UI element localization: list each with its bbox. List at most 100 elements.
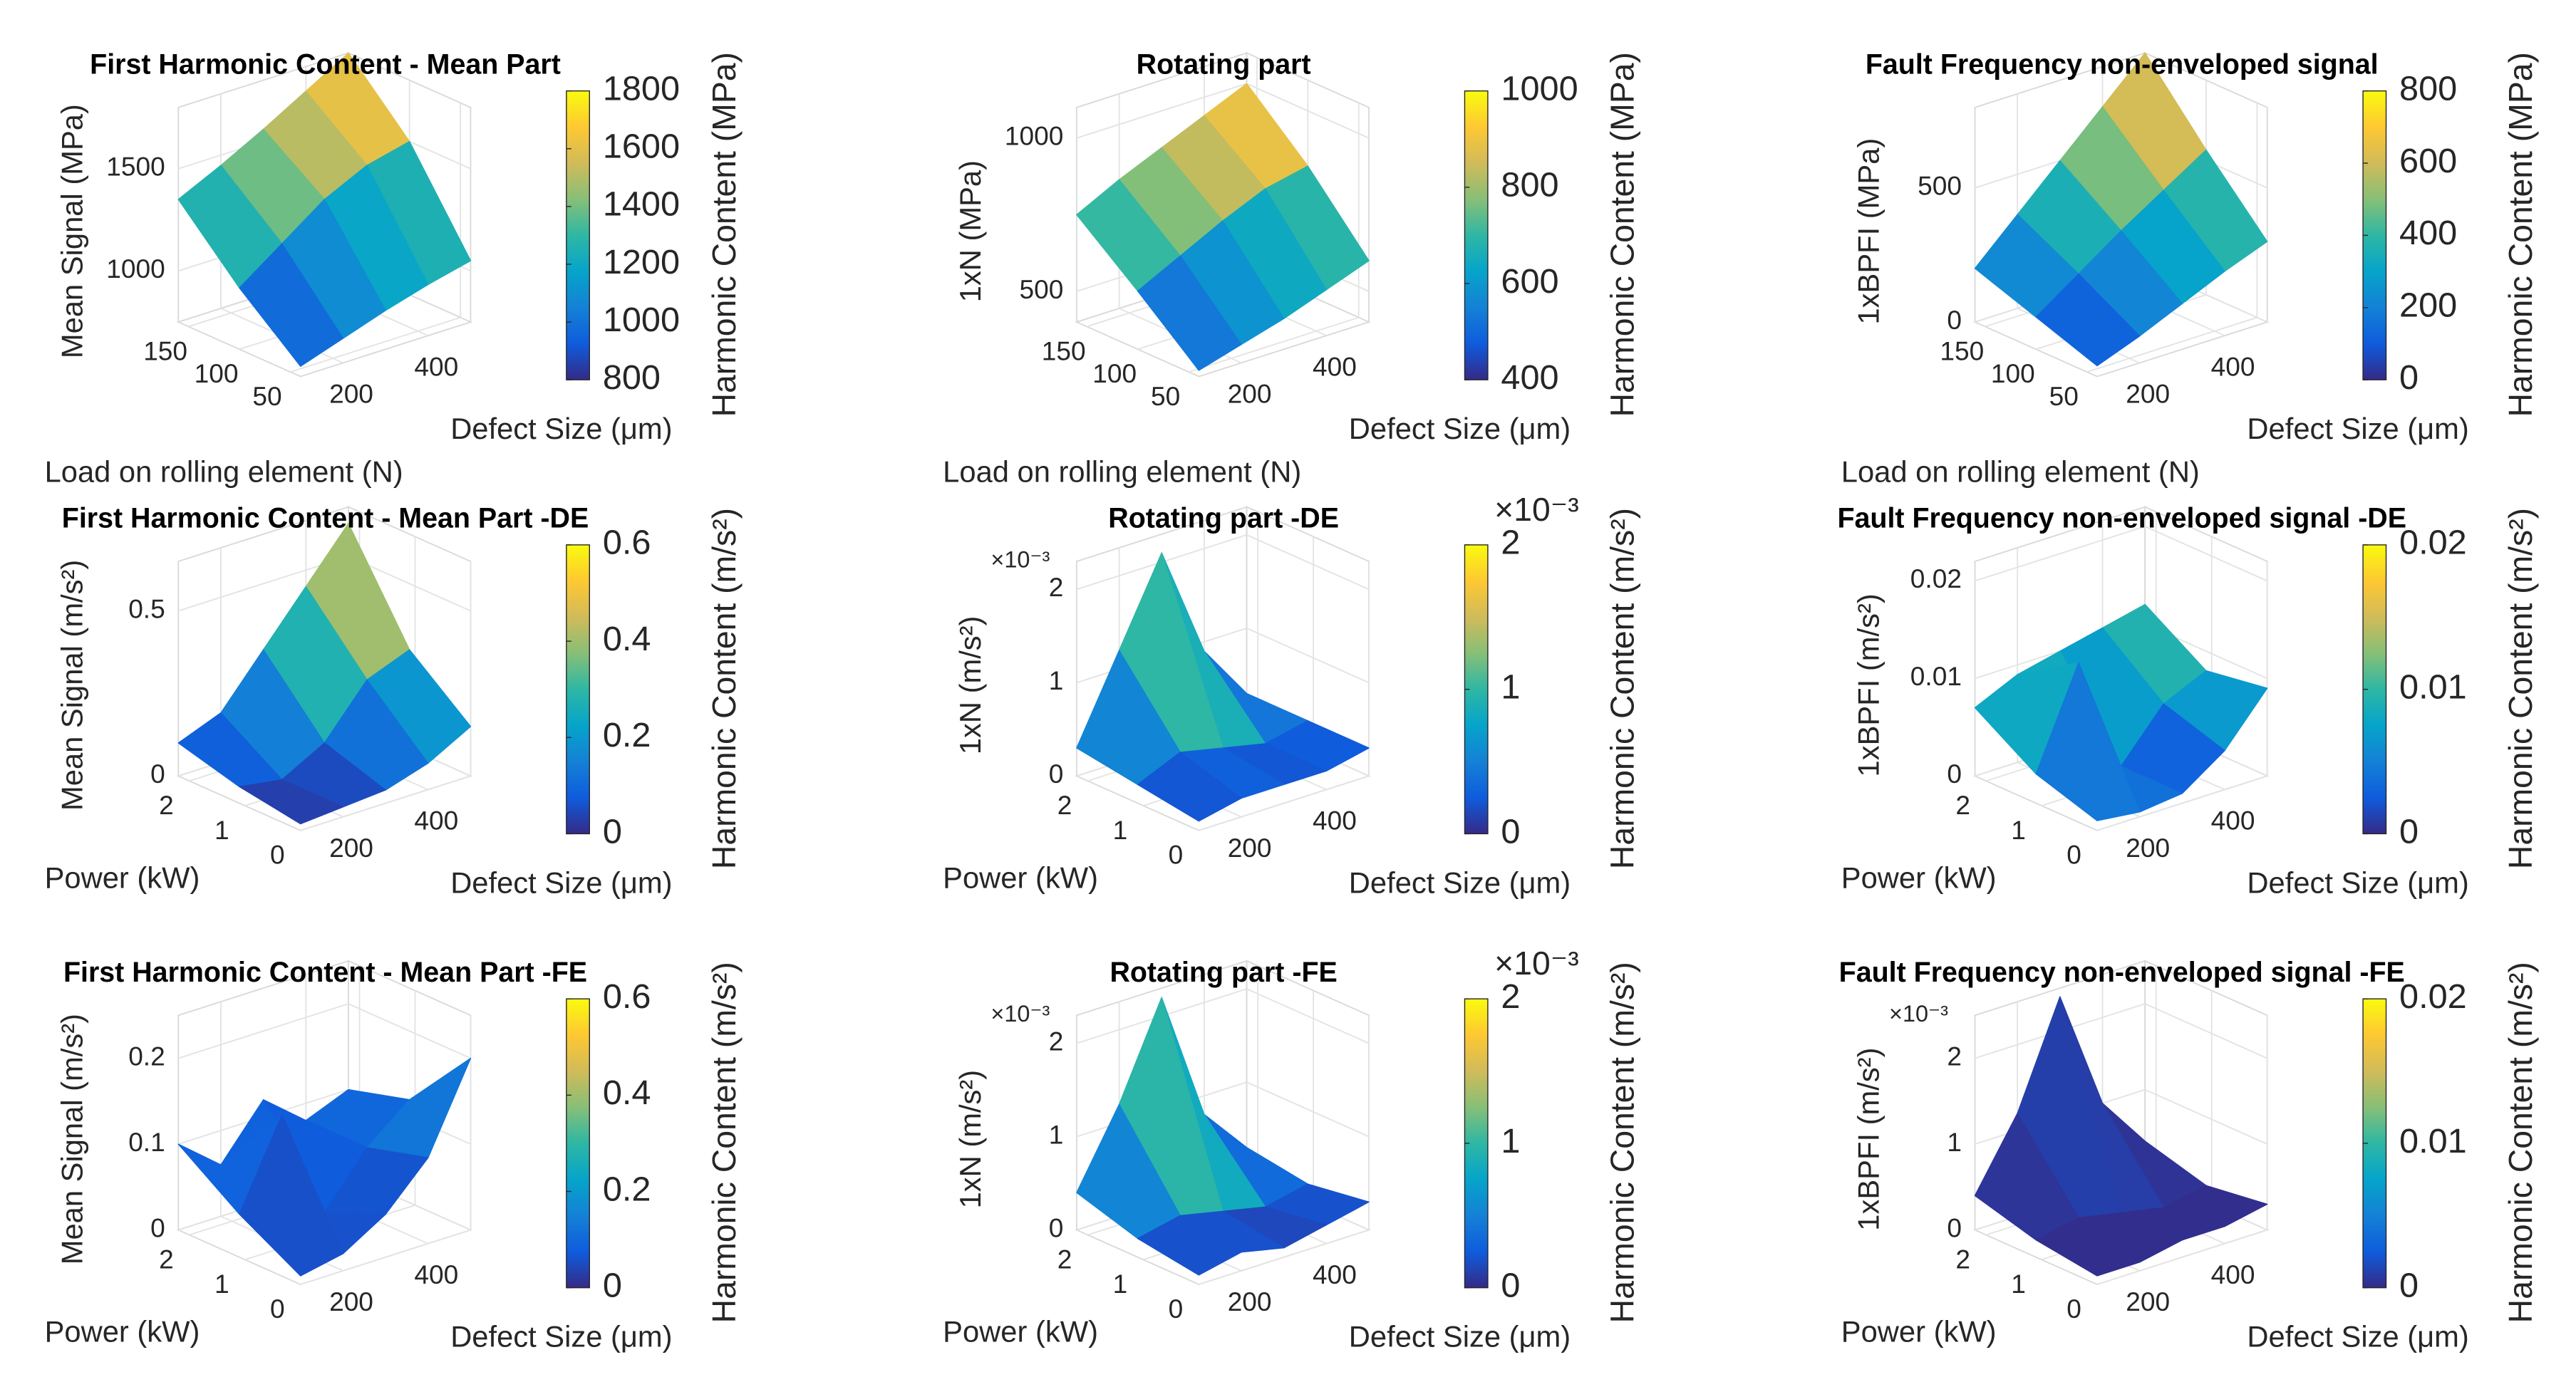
- x-tick-label: 200: [329, 1287, 373, 1316]
- y-grid-line: [290, 316, 461, 373]
- z-tick-label: 0.5: [128, 593, 165, 623]
- z-tick-label: 1: [1049, 665, 1064, 695]
- z-axis-label: 1xBPFI (MPa): [1852, 138, 1886, 325]
- colorbar-tick-label: 0: [1501, 812, 1520, 851]
- x-tick-label: 200: [329, 833, 373, 863]
- colorbar-tick-label: 1600: [603, 128, 680, 166]
- colorbar-label: Harmonic Content (m/s²): [705, 508, 743, 869]
- colorbar-tick-label: 600: [1501, 262, 1558, 301]
- colorbar-label: Harmonic Content (MPa): [2502, 52, 2539, 417]
- colorbar-tick-label: 0.4: [603, 1074, 651, 1112]
- colorbar: [1464, 90, 1489, 380]
- chart-title: First Harmonic Content - Mean Part: [90, 48, 561, 80]
- z-tick-label: 0.2: [128, 1041, 165, 1071]
- x-tick-label: 400: [1313, 806, 1357, 836]
- y-tick-label: 100: [195, 358, 239, 388]
- colorbar-label: Harmonic Content (m/s²): [2502, 508, 2539, 869]
- y-tick-label: 1: [2011, 815, 2026, 845]
- z-grid-line: [2144, 1088, 2268, 1145]
- colorbar-tick-label: 400: [1501, 358, 1558, 397]
- colorbar: [566, 998, 590, 1289]
- y-tick-label: 1: [214, 815, 229, 845]
- colorbar-tick-label: 800: [2399, 69, 2457, 108]
- z-tick-label: 500: [1918, 171, 1962, 201]
- z-tick-label: 2: [1049, 572, 1064, 602]
- y-grid-line: [2086, 316, 2257, 373]
- x-axis-label: Defect Size (μm): [1349, 866, 1571, 899]
- y-tick-label: 100: [1991, 358, 2035, 388]
- y-axis-label: Power (kW): [943, 1315, 1098, 1349]
- colorbar-tick-label: 800: [603, 358, 661, 397]
- colorbar-tick-label: 1800: [603, 69, 680, 108]
- z-grid-line: [1076, 83, 1247, 139]
- colorbar-tick-label: 1400: [603, 185, 680, 224]
- chart-title: Fault Frequency non-enveloped signal -FE: [1839, 957, 2405, 988]
- x-tick-label: 200: [1228, 379, 1272, 409]
- y-axis-label: Load on rolling element (N): [1841, 454, 2200, 488]
- surface-patch: [239, 779, 344, 825]
- y-grid-line: [2096, 775, 2267, 831]
- z-tick-label: 0.1: [128, 1127, 165, 1157]
- y-tick-label: 150: [1940, 336, 1984, 365]
- x-tick-label: 200: [2126, 379, 2170, 409]
- y-tick-label: 2: [1955, 1244, 1970, 1274]
- x-tick-label: 400: [414, 351, 458, 381]
- panel: 0 1 2 200 400 0 1 2 Rotating part -DE Defect Size…: [943, 491, 1640, 899]
- y-tick-label: 0: [270, 1294, 285, 1324]
- chart-title: Rotating part: [1137, 48, 1311, 80]
- chart-title: Fault Frequency non-enveloped signal: [1866, 48, 2379, 80]
- z-tick-label: 1000: [106, 254, 165, 284]
- surface-patch: [239, 243, 344, 367]
- colorbar: [566, 544, 590, 835]
- chart-title: Fault Frequency non-enveloped signal -DE: [1837, 503, 2406, 534]
- colorbar-tick-label: 1000: [603, 301, 680, 339]
- chart-title: First Harmonic Content - Mean Part -DE: [62, 503, 589, 534]
- y-tick-label: 1: [1113, 815, 1128, 845]
- colorbar-label: Harmonic Content (MPa): [1603, 52, 1640, 417]
- y-tick-label: 1: [2011, 1269, 2026, 1299]
- colorbar-tick-label: 400: [2399, 214, 2457, 252]
- colorbar-tick-label: 0: [1501, 1267, 1520, 1305]
- z-tick-label: 1500: [106, 152, 165, 182]
- y-tick-label: 50: [2049, 381, 2079, 411]
- colorbar-tick-label: 0: [2399, 1267, 2419, 1305]
- y-axis-label: Power (kW): [45, 1315, 200, 1349]
- z-grid-line: [2144, 1003, 2268, 1059]
- z-tick-label: 2: [1947, 1041, 1962, 1071]
- y-axis-label: Power (kW): [1841, 1315, 1997, 1349]
- z-tick-label: 1: [1049, 1119, 1064, 1149]
- z-axis-label: 1xBPFI (m/s²): [1852, 1048, 1886, 1231]
- z-axis-label: 1xN (m/s²): [953, 1070, 987, 1209]
- x-tick-label: 200: [2126, 1287, 2170, 1316]
- colorbar-tick-label: 0.01: [2399, 1122, 2467, 1160]
- x-tick-label: 400: [1313, 1259, 1357, 1289]
- panel: 0 0.1 0.2 200 400 0 1 2 First Harmonic Content -…: [45, 957, 743, 1353]
- z-tick-label: 0.02: [1910, 563, 1962, 593]
- y-axis-label: Load on rolling element (N): [943, 454, 1301, 488]
- colorbar-tick-label: 0.6: [603, 524, 651, 562]
- colorbar-tick-label: 0.02: [2399, 524, 2467, 562]
- z-grid-line: [348, 1003, 471, 1059]
- y-tick-label: 50: [1151, 381, 1180, 411]
- z-grid-line: [2144, 526, 2268, 582]
- z-tick-label: 500: [1020, 274, 1064, 304]
- colorbar-tick-label: 0: [603, 1267, 622, 1305]
- colorbar-tick-label: 1200: [603, 243, 680, 281]
- z-exponent: ×10⁻³: [990, 547, 1050, 573]
- x-axis-label: Defect Size (μm): [2247, 866, 2468, 899]
- y-tick-label: 0: [1169, 840, 1184, 870]
- x-axis-label: Defect Size (μm): [1349, 1320, 1571, 1353]
- x-tick-label: 400: [414, 1259, 458, 1289]
- y-tick-label: 0: [2067, 1294, 2081, 1324]
- z-tick-label: 0: [1947, 1212, 1962, 1242]
- colorbar-label: Harmonic Content (m/s²): [705, 962, 743, 1323]
- colorbar-tick-label: 0.6: [603, 977, 651, 1016]
- panel: 0 0.01 0.02 200 400 0 1 2 Fault Frequency non-en…: [1837, 503, 2539, 900]
- z-tick-label: 0: [150, 1212, 165, 1242]
- colorbar-label: Harmonic Content (m/s²): [1603, 508, 1640, 869]
- x-tick-label: 200: [2126, 833, 2170, 863]
- colorbar-label: Harmonic Content (m/s²): [1603, 962, 1640, 1323]
